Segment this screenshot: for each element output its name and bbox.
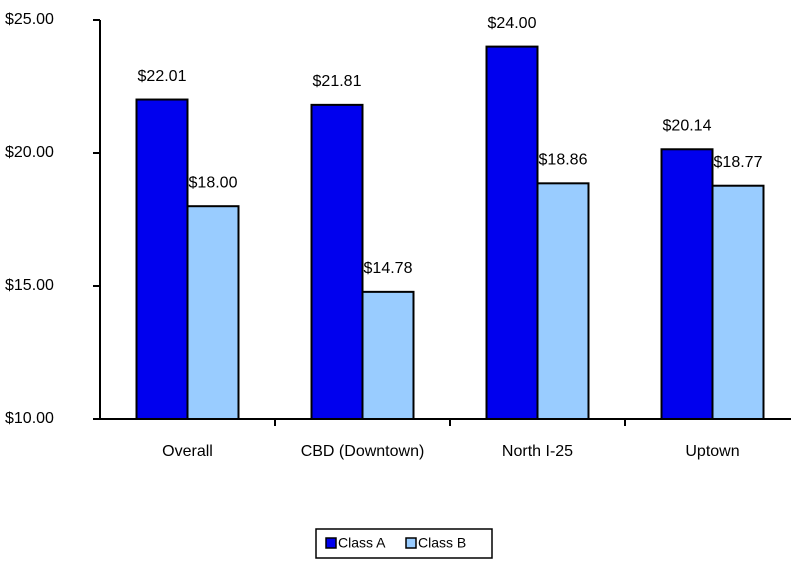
legend-box (315, 528, 493, 559)
data-label: $18.00 (189, 174, 238, 191)
bar (361, 290, 415, 420)
legend-swatch (405, 537, 417, 549)
x-tick-label: Uptown (685, 443, 739, 460)
data-label: $21.81 (313, 73, 362, 90)
bar (186, 205, 240, 420)
bar (660, 148, 714, 420)
y-tick-label: $10.00 (5, 410, 54, 427)
data-label: $24.00 (488, 15, 537, 32)
y-tick-label: $25.00 (5, 11, 54, 28)
legend-swatch (325, 537, 337, 549)
bar (711, 184, 765, 420)
x-tick-label: North I-25 (502, 443, 573, 460)
legend-label: Class A (338, 535, 386, 551)
data-label: $18.77 (714, 154, 763, 171)
x-tick-label: Overall (162, 443, 213, 460)
bar (135, 98, 189, 420)
bar (536, 182, 590, 420)
y-tick-label: $20.00 (5, 144, 54, 161)
legend-label: Class B (418, 535, 466, 551)
y-tick-label: $15.00 (5, 277, 54, 294)
data-label: $14.78 (364, 260, 413, 277)
data-label: $20.14 (663, 117, 712, 134)
x-tick-label: CBD (Downtown) (301, 443, 425, 460)
bar (485, 45, 539, 420)
data-label: $18.86 (539, 152, 588, 169)
bar (310, 103, 364, 420)
data-label: $22.01 (138, 68, 187, 85)
